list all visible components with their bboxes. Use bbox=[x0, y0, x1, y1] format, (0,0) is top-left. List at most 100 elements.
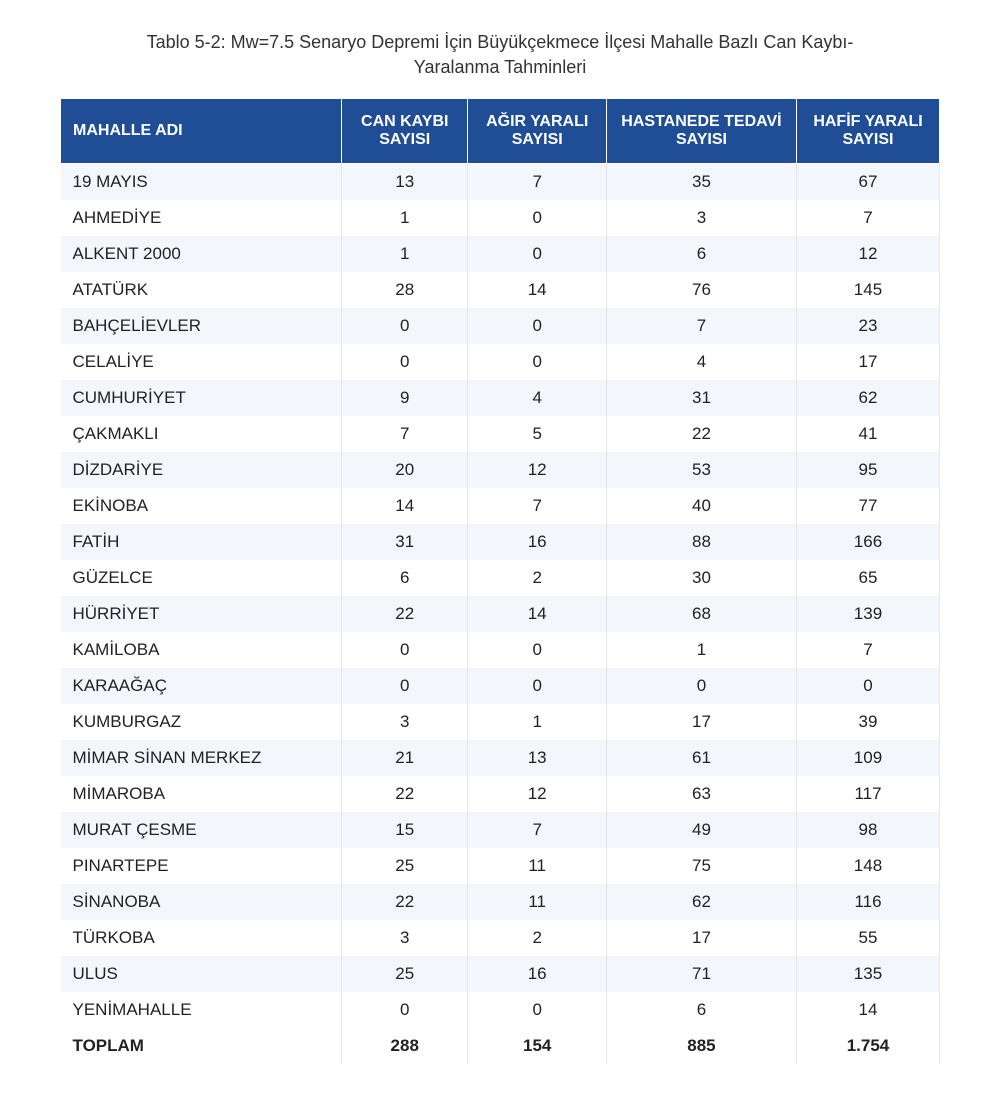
cell-value: 40 bbox=[606, 488, 796, 524]
cell-name: ÇAKMAKLI bbox=[61, 416, 342, 452]
cell-value: 67 bbox=[796, 164, 939, 201]
cell-name: MURAT ÇESME bbox=[61, 812, 342, 848]
cell-value: 31 bbox=[342, 524, 468, 560]
cell-value: 95 bbox=[796, 452, 939, 488]
cell-value: 0 bbox=[468, 668, 606, 704]
col-hastanede: HASTANEDE TEDAVİ SAYISI bbox=[606, 99, 796, 164]
cell-value: 12 bbox=[796, 236, 939, 272]
cell-name: DİZDARİYE bbox=[61, 452, 342, 488]
table-row: KARAAĞAÇ0000 bbox=[61, 668, 940, 704]
cell-name: KUMBURGAZ bbox=[61, 704, 342, 740]
table-title: Tablo 5-2: Mw=7.5 Senaryo Depremi İçin B… bbox=[120, 30, 880, 80]
cell-value: 14 bbox=[796, 992, 939, 1028]
cell-value: 28 bbox=[342, 272, 468, 308]
cell-value: 35 bbox=[606, 164, 796, 201]
cell-value: 49 bbox=[606, 812, 796, 848]
cell-value: 1 bbox=[606, 632, 796, 668]
cell-value: 68 bbox=[606, 596, 796, 632]
cell-name: CUMHURİYET bbox=[61, 380, 342, 416]
cell-name: EKİNOBA bbox=[61, 488, 342, 524]
cell-name: 19 MAYIS bbox=[61, 164, 342, 201]
cell-value: 7 bbox=[468, 812, 606, 848]
cell-value: 23 bbox=[796, 308, 939, 344]
cell-value: 65 bbox=[796, 560, 939, 596]
cell-total-value: 154 bbox=[468, 1028, 606, 1064]
cell-value: 0 bbox=[606, 668, 796, 704]
cell-name: CELALİYE bbox=[61, 344, 342, 380]
cell-value: 76 bbox=[606, 272, 796, 308]
cell-value: 7 bbox=[468, 488, 606, 524]
cell-value: 4 bbox=[606, 344, 796, 380]
cell-value: 75 bbox=[606, 848, 796, 884]
cell-name: TÜRKOBA bbox=[61, 920, 342, 956]
col-agir-yarali: AĞIR YARALI SAYISI bbox=[468, 99, 606, 164]
table-row: 19 MAYIS1373567 bbox=[61, 164, 940, 201]
table-row: KUMBURGAZ311739 bbox=[61, 704, 940, 740]
cell-value: 30 bbox=[606, 560, 796, 596]
cell-value: 25 bbox=[342, 956, 468, 992]
cell-value: 20 bbox=[342, 452, 468, 488]
table-row: MURAT ÇESME1574998 bbox=[61, 812, 940, 848]
table-row: SİNANOBA221162116 bbox=[61, 884, 940, 920]
cell-name: SİNANOBA bbox=[61, 884, 342, 920]
cell-value: 63 bbox=[606, 776, 796, 812]
col-mahalle: MAHALLE ADI bbox=[61, 99, 342, 164]
table-row: KAMİLOBA0017 bbox=[61, 632, 940, 668]
cell-value: 16 bbox=[468, 956, 606, 992]
cell-value: 1 bbox=[468, 704, 606, 740]
table-row: CUMHURİYET943162 bbox=[61, 380, 940, 416]
cell-value: 22 bbox=[342, 884, 468, 920]
cell-value: 98 bbox=[796, 812, 939, 848]
cell-value: 61 bbox=[606, 740, 796, 776]
table-row: FATİH311688166 bbox=[61, 524, 940, 560]
table-row: AHMEDİYE1037 bbox=[61, 200, 940, 236]
cell-value: 0 bbox=[468, 992, 606, 1028]
table-row: MİMAROBA221263117 bbox=[61, 776, 940, 812]
cell-total-value: 288 bbox=[342, 1028, 468, 1064]
cell-value: 22 bbox=[342, 596, 468, 632]
table-row: DİZDARİYE20125395 bbox=[61, 452, 940, 488]
cell-name: BAHÇELİEVLER bbox=[61, 308, 342, 344]
table-row: MİMAR SİNAN MERKEZ211361109 bbox=[61, 740, 940, 776]
table-row: TÜRKOBA321755 bbox=[61, 920, 940, 956]
cell-value: 5 bbox=[468, 416, 606, 452]
cell-value: 22 bbox=[606, 416, 796, 452]
cell-name: AHMEDİYE bbox=[61, 200, 342, 236]
cell-name: GÜZELCE bbox=[61, 560, 342, 596]
cell-value: 6 bbox=[342, 560, 468, 596]
cell-value: 41 bbox=[796, 416, 939, 452]
cell-name: HÜRRİYET bbox=[61, 596, 342, 632]
casualty-table: MAHALLE ADI CAN KAYBI SAYISI AĞIR YARALI… bbox=[60, 98, 940, 1064]
cell-value: 0 bbox=[468, 344, 606, 380]
cell-name: YENİMAHALLE bbox=[61, 992, 342, 1028]
cell-name: MİMAROBA bbox=[61, 776, 342, 812]
cell-value: 139 bbox=[796, 596, 939, 632]
cell-value: 116 bbox=[796, 884, 939, 920]
cell-value: 2 bbox=[468, 560, 606, 596]
cell-value: 4 bbox=[468, 380, 606, 416]
cell-name: PINARTEPE bbox=[61, 848, 342, 884]
cell-value: 11 bbox=[468, 848, 606, 884]
table-row: ÇAKMAKLI752241 bbox=[61, 416, 940, 452]
cell-value: 16 bbox=[468, 524, 606, 560]
cell-value: 0 bbox=[342, 632, 468, 668]
cell-value: 148 bbox=[796, 848, 939, 884]
cell-value: 17 bbox=[606, 704, 796, 740]
cell-value: 17 bbox=[606, 920, 796, 956]
cell-value: 7 bbox=[342, 416, 468, 452]
table-row: GÜZELCE623065 bbox=[61, 560, 940, 596]
cell-value: 0 bbox=[468, 200, 606, 236]
cell-name: ATATÜRK bbox=[61, 272, 342, 308]
cell-total-value: 1.754 bbox=[796, 1028, 939, 1064]
cell-value: 21 bbox=[342, 740, 468, 776]
cell-value: 9 bbox=[342, 380, 468, 416]
cell-value: 1 bbox=[342, 200, 468, 236]
cell-value: 0 bbox=[468, 632, 606, 668]
cell-value: 0 bbox=[342, 308, 468, 344]
cell-name: KAMİLOBA bbox=[61, 632, 342, 668]
cell-total-value: 885 bbox=[606, 1028, 796, 1064]
cell-value: 53 bbox=[606, 452, 796, 488]
cell-value: 2 bbox=[468, 920, 606, 956]
table-body: 19 MAYIS1373567AHMEDİYE1037ALKENT 200010… bbox=[61, 164, 940, 1065]
cell-value: 0 bbox=[468, 308, 606, 344]
